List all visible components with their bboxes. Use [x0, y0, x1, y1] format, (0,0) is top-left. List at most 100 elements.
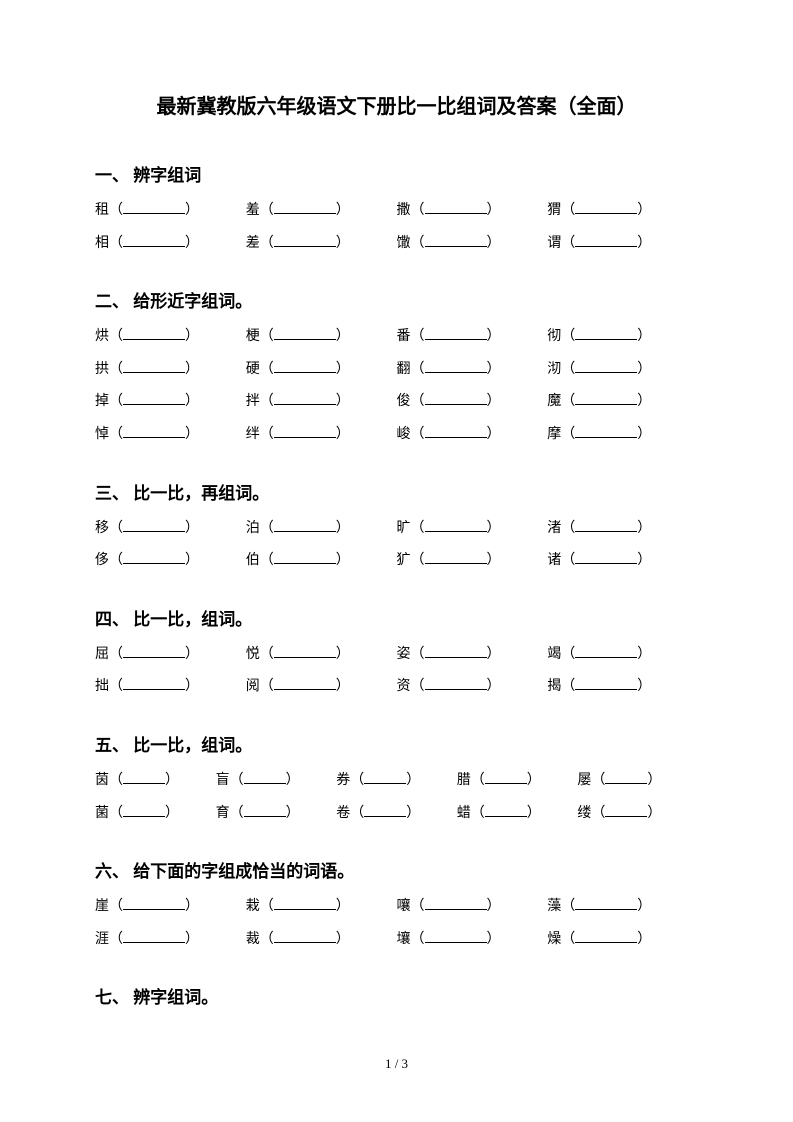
answer-blank[interactable]	[425, 518, 487, 532]
answer-blank[interactable]	[274, 359, 336, 373]
character: 掉	[95, 389, 109, 416]
answer-blank[interactable]	[123, 644, 185, 658]
paren-close: ）	[286, 801, 300, 828]
answer-blank[interactable]	[123, 896, 185, 910]
answer-blank[interactable]	[244, 770, 286, 784]
answer-blank[interactable]	[425, 359, 487, 373]
answer-blank[interactable]	[123, 391, 185, 405]
answer-blank[interactable]	[123, 803, 165, 817]
character: 育	[216, 801, 230, 828]
exercise-item: 绊（）	[246, 422, 397, 449]
paren-close: ）	[185, 674, 199, 701]
answer-blank[interactable]	[575, 929, 637, 943]
answer-blank[interactable]	[575, 896, 637, 910]
answer-blank[interactable]	[274, 326, 336, 340]
exercise-row: 掉（）拌（）俊（）魔（）	[95, 389, 698, 416]
answer-blank[interactable]	[274, 550, 336, 564]
answer-blank[interactable]	[575, 550, 637, 564]
paren-close: ）	[637, 548, 651, 575]
answer-blank[interactable]	[364, 770, 406, 784]
answer-blank[interactable]	[123, 326, 185, 340]
answer-blank[interactable]	[123, 233, 185, 247]
answer-blank[interactable]	[575, 676, 637, 690]
answer-blank[interactable]	[485, 770, 527, 784]
answer-blank[interactable]	[274, 676, 336, 690]
answer-blank[interactable]	[425, 550, 487, 564]
paren-open: （	[561, 324, 575, 351]
paren-close: ）	[185, 357, 199, 384]
answer-blank[interactable]	[425, 896, 487, 910]
answer-blank[interactable]	[274, 518, 336, 532]
character: 嚷	[397, 894, 411, 921]
character: 燥	[547, 927, 561, 954]
answer-blank[interactable]	[123, 518, 185, 532]
character: 菌	[95, 801, 109, 828]
exercise-row: 拱（）硬（）翻（）沏（）	[95, 357, 698, 384]
exercise-item: 租（）	[95, 198, 246, 225]
paren-close: ）	[185, 516, 199, 543]
answer-blank[interactable]	[244, 803, 286, 817]
answer-blank[interactable]	[274, 200, 336, 214]
paren-close: ）	[487, 548, 501, 575]
answer-blank[interactable]	[123, 929, 185, 943]
answer-blank[interactable]	[605, 803, 647, 817]
answer-blank[interactable]	[274, 929, 336, 943]
answer-blank[interactable]	[274, 233, 336, 247]
answer-blank[interactable]	[425, 644, 487, 658]
answer-blank[interactable]	[425, 424, 487, 438]
answer-blank[interactable]	[425, 929, 487, 943]
exercise-row: 茵（）盲（）券（）腊（）屡（）	[95, 768, 698, 795]
exercise-item: 番（）	[397, 324, 548, 351]
paren-close: ）	[487, 357, 501, 384]
paren-open: （	[109, 642, 123, 669]
exercise-item: 差（）	[246, 231, 397, 258]
answer-blank[interactable]	[274, 644, 336, 658]
exercise-row: 屈（）悦（）姿（）竭（）	[95, 642, 698, 669]
answer-blank[interactable]	[274, 424, 336, 438]
character: 租	[95, 198, 109, 225]
answer-blank[interactable]	[274, 896, 336, 910]
answer-blank[interactable]	[123, 676, 185, 690]
character: 藻	[547, 894, 561, 921]
answer-blank[interactable]	[575, 200, 637, 214]
exercise-item: 拱（）	[95, 357, 246, 384]
answer-blank[interactable]	[274, 391, 336, 405]
answer-blank[interactable]	[485, 803, 527, 817]
exercise-row: 崖（）栽（）嚷（）藻（）	[95, 894, 698, 921]
answer-blank[interactable]	[425, 676, 487, 690]
character: 伯	[246, 548, 260, 575]
answer-blank[interactable]	[575, 326, 637, 340]
answer-blank[interactable]	[575, 391, 637, 405]
answer-blank[interactable]	[123, 550, 185, 564]
page-number: 1 / 3	[0, 1056, 793, 1072]
exercise-item: 撒（）	[397, 198, 548, 225]
answer-blank[interactable]	[575, 518, 637, 532]
answer-blank[interactable]	[425, 200, 487, 214]
paren-close: ）	[336, 674, 350, 701]
answer-blank[interactable]	[575, 359, 637, 373]
answer-blank[interactable]	[425, 326, 487, 340]
exercise-item: 侈（）	[95, 548, 246, 575]
exercise-item: 揭（）	[547, 674, 698, 701]
answer-blank[interactable]	[425, 391, 487, 405]
exercise-item: 摩（）	[547, 422, 698, 449]
answer-blank[interactable]	[605, 770, 647, 784]
answer-blank[interactable]	[575, 233, 637, 247]
section-4: 四、 比一比，组词。屈（）悦（）姿（）竭（）拙（）阅（）资（）揭（）	[95, 605, 698, 701]
exercise-item: 俊（）	[397, 389, 548, 416]
paren-open: （	[411, 422, 425, 449]
paren-close: ）	[637, 231, 651, 258]
paren-open: （	[230, 801, 244, 828]
exercise-item: 菌（）	[95, 801, 216, 828]
answer-blank[interactable]	[575, 644, 637, 658]
exercise-item: 拙（）	[95, 674, 246, 701]
answer-blank[interactable]	[425, 233, 487, 247]
exercise-item: 屈（）	[95, 642, 246, 669]
character: 泊	[246, 516, 260, 543]
answer-blank[interactable]	[123, 770, 165, 784]
answer-blank[interactable]	[575, 424, 637, 438]
answer-blank[interactable]	[123, 200, 185, 214]
answer-blank[interactable]	[123, 359, 185, 373]
answer-blank[interactable]	[123, 424, 185, 438]
answer-blank[interactable]	[364, 803, 406, 817]
